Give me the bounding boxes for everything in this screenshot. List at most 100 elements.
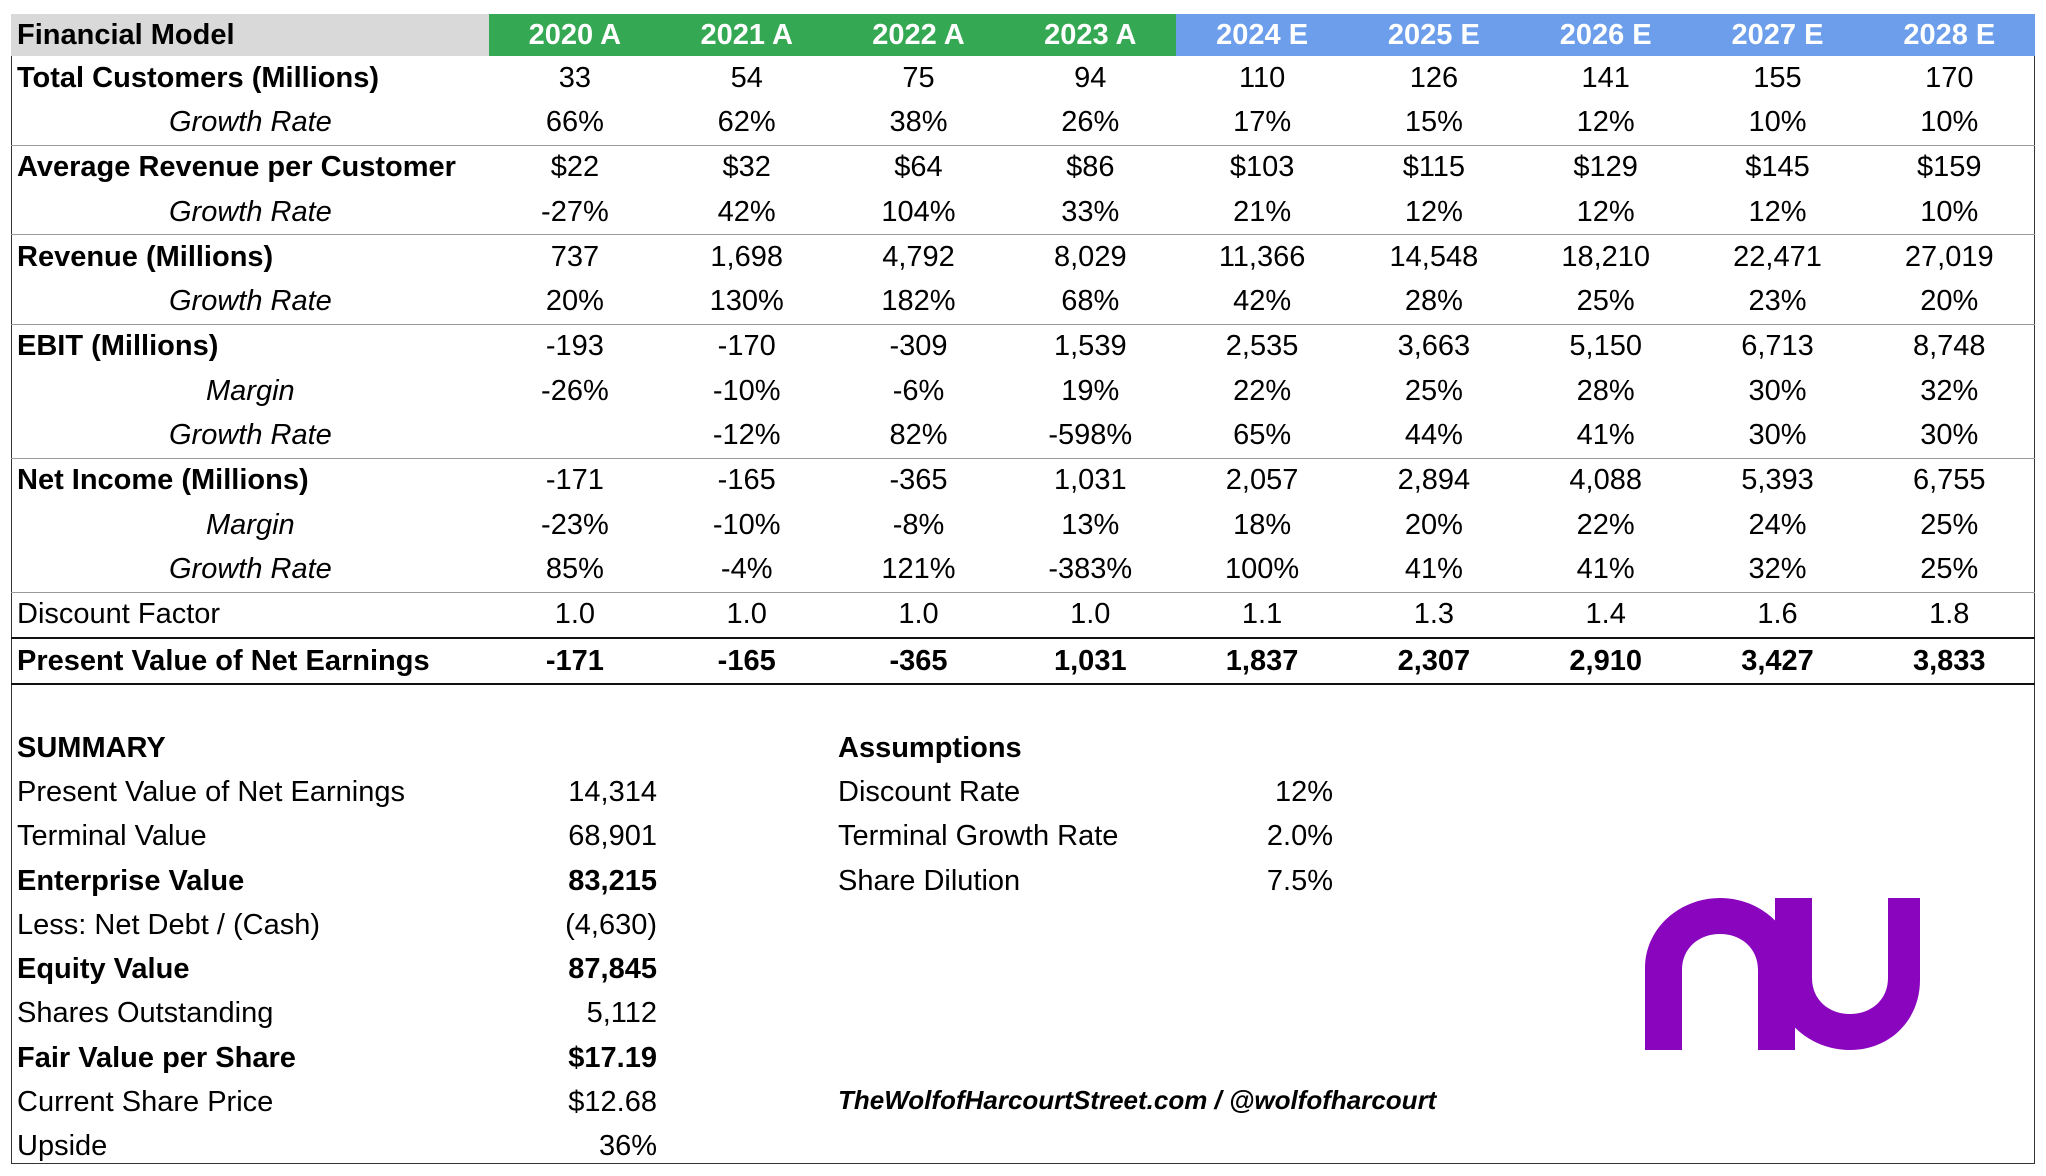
table-cell: 25% <box>1404 374 1463 407</box>
assumption-rows: Discount Rate 12% Terminal Growth Rate 2.0%… <box>838 770 1358 903</box>
table-row: Growth Rate 20% 130% 182% 68% 42% 28% 25% 23% 20% <box>11 279 2035 324</box>
table-cell: 1.0 <box>832 591 1005 638</box>
summary-label: Enterprise Value <box>17 864 245 897</box>
table-cell: 737 <box>489 234 661 280</box>
table-cell: 94 <box>1074 61 1107 94</box>
table-cell: 1.1 <box>1176 591 1348 638</box>
table-cell: 2,535 <box>1176 323 1348 370</box>
table-cell: $129 <box>1519 144 1692 190</box>
table-cell: 75 <box>902 61 935 94</box>
table-cell: 12% <box>1576 105 1635 138</box>
table-cell: 54 <box>730 61 763 94</box>
assumption-item: Share Dilution 7.5% <box>838 859 1358 903</box>
financial-model-table: Financial Model 2020 A 2021 A 2022 A 2023 A… <box>11 14 2036 686</box>
table-cell: 3,833 <box>1863 636 2036 686</box>
table-row: Average Revenue per Customer $22 $32 $64 $86… <box>11 144 2036 190</box>
table-cell: 100% <box>1225 552 1300 585</box>
table-cell: 104% <box>881 195 956 228</box>
nubank-logo-icon <box>1645 898 1920 1050</box>
table-cell: 4,792 <box>832 234 1005 280</box>
row-label: Growth Rate <box>169 419 332 452</box>
table-cell: 19% <box>1061 374 1120 407</box>
table-cell: 1,837 <box>1176 636 1348 686</box>
table-row: Growth Rate -27% 42% 104% 33% 21% 12% 12% 12% 10% <box>11 190 2035 235</box>
table-row: Growth Rate -12% 82% -598% 65% 44% 41% 30% 30% <box>11 413 2035 458</box>
row-label: Growth Rate <box>169 285 332 318</box>
table-cell: 12% <box>1748 195 1807 228</box>
table-cell: 44% <box>1404 419 1463 452</box>
table-cell: 24% <box>1748 508 1807 541</box>
summary-rows: Present Value of Net Earnings 14,314 Termi… <box>17 770 657 1169</box>
table-cell: 126 <box>1409 61 1459 94</box>
table-cell: -6% <box>892 374 945 407</box>
year-header: 2028 E <box>1863 14 2036 56</box>
table-cell: -23% <box>541 508 609 541</box>
table-cell: 130% <box>709 285 784 318</box>
table-cell: -309 <box>832 323 1005 370</box>
row-label: Present Value of Net Earnings <box>11 636 489 686</box>
assumption-item: Discount Rate 12% <box>838 770 1358 814</box>
row-label: Revenue (Millions) <box>11 234 489 280</box>
table-cell: 42% <box>1233 285 1292 318</box>
summary-value: (4,630) <box>565 908 657 941</box>
table-cell: 1,539 <box>1004 323 1177 370</box>
summary-item: Equity Value 87,845 <box>17 947 657 991</box>
table-cell: $86 <box>1004 144 1177 190</box>
table-cell: 30% <box>1748 374 1807 407</box>
table-cell: 5,150 <box>1519 323 1692 370</box>
year-header: 2022 A <box>832 14 1005 56</box>
table-cell: $32 <box>660 144 833 190</box>
summary-item: Less: Net Debt / (Cash) (4,630) <box>17 903 657 947</box>
table-cell: 1,031 <box>1004 457 1177 503</box>
table-cell: -4% <box>720 552 773 585</box>
table-cell: $22 <box>489 144 661 190</box>
table-cell: -365 <box>832 457 1005 503</box>
table-cell: $145 <box>1691 144 1864 190</box>
table-cell: 20% <box>1920 285 1979 318</box>
assumption-label: Discount Rate <box>838 775 1021 808</box>
row-label: EBIT (Millions) <box>11 323 489 370</box>
table-cell: -10% <box>712 374 781 407</box>
year-header: 2027 E <box>1691 14 1864 56</box>
table-cell: -193 <box>489 323 661 370</box>
summary-label: Fair Value per Share <box>17 1041 296 1074</box>
table-cell: 15% <box>1404 105 1463 138</box>
table-body: Total Customers (Millions) 33 54 75 94 110 126… <box>11 56 2036 686</box>
year-header: 2021 A <box>660 14 833 56</box>
summary-label: Less: Net Debt / (Cash) <box>17 908 320 941</box>
table-cell: 41% <box>1404 552 1463 585</box>
table-row: Total Customers (Millions) 33 54 75 94 110 126… <box>11 56 2035 100</box>
table-cell: 33% <box>1061 195 1120 228</box>
table-cell: 22,471 <box>1691 234 1864 280</box>
assumptions-section: Assumptions Discount Rate 12% Terminal Gro… <box>838 726 1358 903</box>
table-cell: -8% <box>892 508 945 541</box>
table-cell: 11,366 <box>1176 234 1348 280</box>
table-cell: 23% <box>1748 285 1807 318</box>
table-cell: 2,910 <box>1519 636 1692 686</box>
row-label: Discount Factor <box>11 591 489 638</box>
table-cell: 10% <box>1920 195 1979 228</box>
row-label: Margin <box>206 508 295 541</box>
table-cell: 18% <box>1233 508 1292 541</box>
year-header: 2020 A <box>489 14 661 56</box>
summary-label: Shares Outstanding <box>17 997 274 1030</box>
table-cell: 41% <box>1576 419 1635 452</box>
table-cell: 1,031 <box>1004 636 1177 686</box>
table-cell: -170 <box>660 323 833 370</box>
table-row: Net Income (Millions) -171 -165 -365 1,031 2,… <box>11 457 2036 503</box>
row-label: Margin <box>206 374 295 407</box>
summary-value: 36% <box>598 1130 657 1163</box>
row-label: Growth Rate <box>169 105 332 138</box>
summary-item: Present Value of Net Earnings 14,314 <box>17 770 657 814</box>
table-cell: 25% <box>1920 508 1979 541</box>
assumption-label: Terminal Growth Rate <box>838 820 1119 853</box>
table-row: Present Value of Net Earnings -171 -165 -36… <box>11 636 2036 686</box>
table-cell: $115 <box>1347 144 1520 190</box>
table-cell: 82% <box>889 419 948 452</box>
table-cell: 18,210 <box>1519 234 1692 280</box>
summary-label: Terminal Value <box>17 820 207 853</box>
row-label: Net Income (Millions) <box>11 457 489 503</box>
table-cell: 22% <box>1233 374 1292 407</box>
table-cell: 66% <box>545 105 604 138</box>
table-cell: 14,548 <box>1347 234 1520 280</box>
